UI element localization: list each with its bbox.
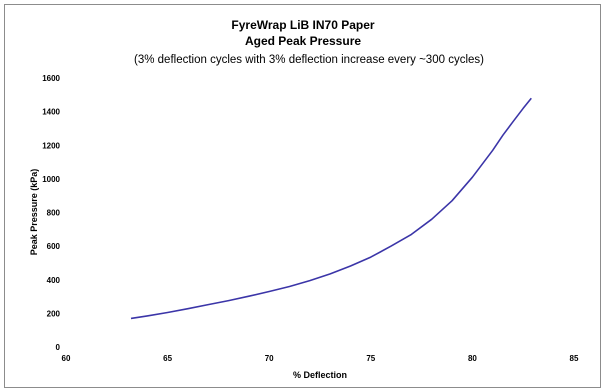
chart-frame [4,4,601,388]
x-tick-label: 85 [570,354,579,363]
chart-subtitle: Aged Peak Pressure [245,34,361,48]
y-tick-label: 800 [47,209,61,218]
y-tick-label: 400 [47,276,61,285]
series-line [130,97,532,320]
y-tick-label: 1000 [42,175,60,184]
y-tick-label: 200 [47,309,61,318]
chart-subtitle-note: (3% deflection cycles with 3% deflection… [134,54,484,66]
chart-title: FyreWrap LiB IN70 Paper [231,18,374,32]
x-tick-label: 65 [163,354,172,363]
x-tick-labels: 60 65 70 75 80 85 [62,354,579,363]
y-axis-label: Peak Pressure (kPa) [29,169,39,256]
y-tick-label: 1200 [42,141,60,150]
x-tick-label: 60 [62,354,71,363]
x-tick-label: 70 [265,354,274,363]
y-tick-label: 1400 [42,108,60,117]
y-tick-label: 0 [56,343,61,352]
x-tick-label: 80 [468,354,477,363]
y-tick-label: 1600 [42,74,60,83]
x-tick-label: 75 [366,354,375,363]
series-group [130,97,532,320]
y-tick-label: 600 [47,242,61,251]
x-axis-label: % Deflection [293,370,347,380]
y-tick-labels: 0 200 400 600 800 1000 1200 1400 1600 [42,74,60,352]
